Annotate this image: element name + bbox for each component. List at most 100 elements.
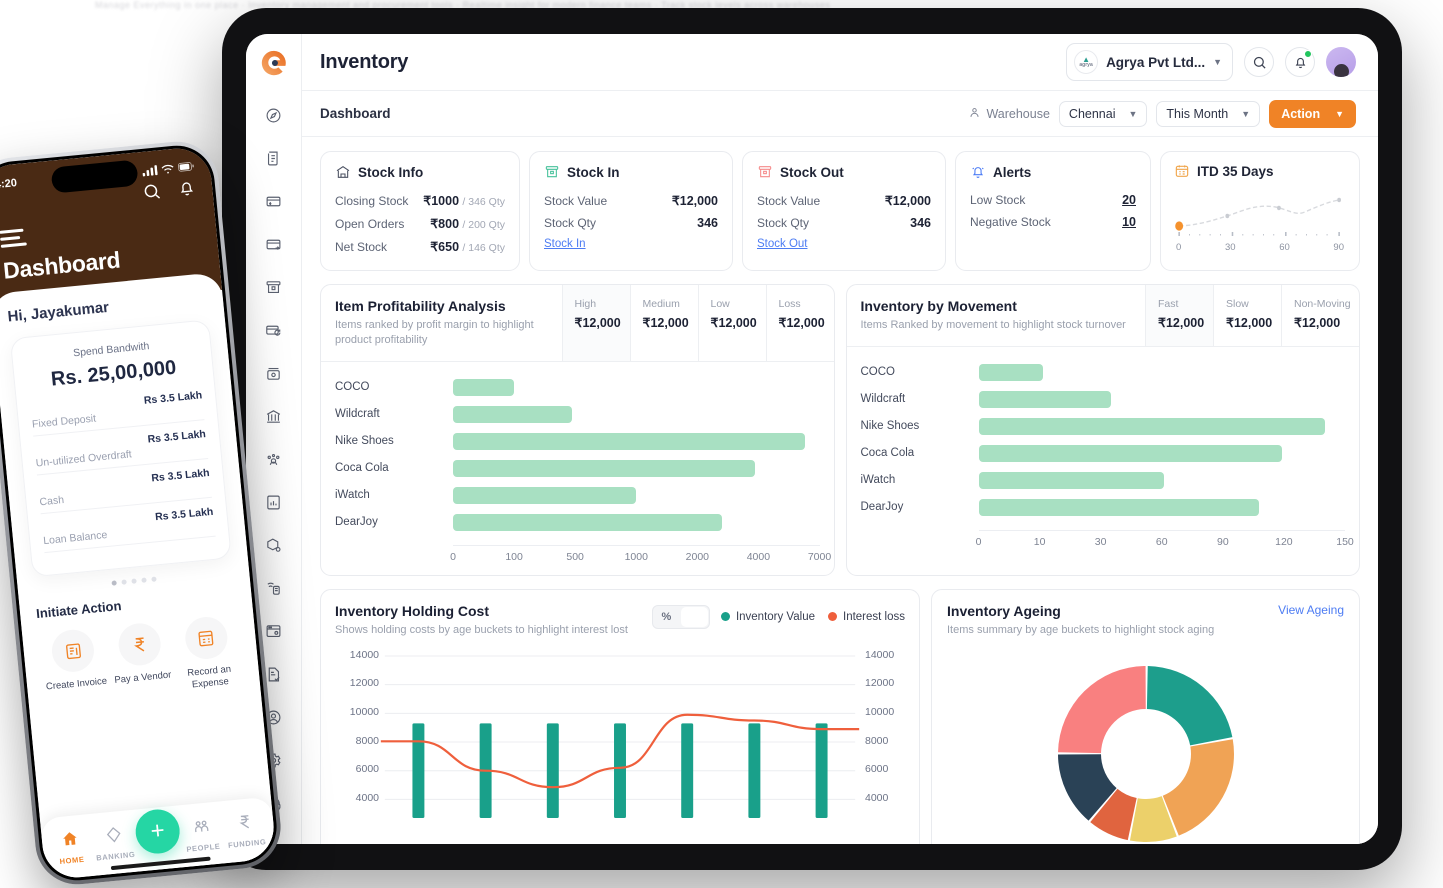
bell-icon[interactable]: [1285, 47, 1315, 77]
bar-row: Wildcraft: [335, 401, 820, 428]
itd-tick: 90: [1333, 242, 1344, 253]
sidebar-item-people[interactable]: [259, 444, 289, 474]
bar-fill[interactable]: [978, 390, 1111, 408]
sidebar-item-compass[interactable]: [259, 100, 289, 130]
action-create-invoice[interactable]: Create Invoice: [38, 627, 111, 707]
bar-row: Wildcraft: [861, 386, 1346, 413]
axis-tick: 10000: [349, 705, 379, 718]
donut-segment[interactable]: [1129, 795, 1177, 842]
stock-out-link[interactable]: Stock Out: [757, 238, 808, 250]
stat-fast[interactable]: Fast ₹12,000: [1145, 285, 1213, 346]
low-stock-count[interactable]: 20: [1122, 193, 1136, 207]
bar-fill[interactable]: [453, 459, 756, 477]
bar-fill[interactable]: [978, 363, 1043, 381]
phone-mockup: 4:20 Dashboard Hi, Jayakumar Sp: [0, 137, 285, 888]
add-button[interactable]: +: [133, 807, 182, 856]
phone-header: 4:20 Dashboard: [0, 145, 223, 313]
bar[interactable]: [412, 722, 425, 818]
bar-track: [453, 459, 820, 477]
bar[interactable]: [546, 722, 559, 818]
quick-actions: Create Invoice Pay a Vendor Record an Ex…: [38, 614, 244, 707]
percent-toggle[interactable]: %: [651, 604, 710, 629]
view-ageing-link[interactable]: View Ageing: [1278, 602, 1344, 617]
bar-fill[interactable]: [453, 513, 722, 531]
bar-fill[interactable]: [453, 486, 637, 504]
action-pay-vendor[interactable]: Pay a Vendor: [104, 620, 177, 700]
sidebar-item-make-payment[interactable]: [259, 229, 289, 259]
nav-item-funding[interactable]: FUNDING: [222, 811, 269, 850]
itd-sparkline: [1174, 188, 1346, 241]
backdrop-text: Manage Everything in one place · Invento…: [95, 0, 831, 10]
donut-segment[interactable]: [1146, 665, 1232, 745]
sidebar-item-recurring-card[interactable]: [259, 315, 289, 345]
signal-icon: [142, 164, 158, 176]
bar-fill[interactable]: [978, 471, 1164, 489]
action-record-expense[interactable]: Record an Expense: [171, 614, 244, 694]
kpi-row-item: Stock Qty 346: [757, 212, 931, 234]
stock-out-icon: [757, 164, 773, 180]
sidebar-item-cash-register[interactable]: [259, 358, 289, 388]
sidebar-item-product-settings[interactable]: [259, 530, 289, 560]
search-icon[interactable]: [141, 181, 162, 207]
bar-fill[interactable]: [978, 498, 1260, 516]
stat-non-moving[interactable]: Non-Moving ₹12,000: [1281, 285, 1359, 346]
bar-fill[interactable]: [453, 432, 806, 450]
kpi-row-item: Stock Value ₹12,000: [757, 189, 931, 212]
axis-tick: 90: [1217, 535, 1229, 548]
kpi-label: Stock Qty: [757, 216, 810, 230]
org-logo-icon: ▲ agrya: [1074, 50, 1099, 74]
kpi-value: ₹12,000: [884, 194, 931, 208]
bar-fill[interactable]: [453, 405, 573, 423]
org-switcher[interactable]: ▲ agrya Agrya Pvt Ltd... ▼: [1066, 43, 1233, 81]
bar-fill[interactable]: [978, 444, 1282, 462]
panel-subtitle: Items ranked by profit margin to highlig…: [335, 319, 534, 346]
bar[interactable]: [681, 722, 694, 818]
stock-in-link[interactable]: Stock In: [544, 238, 586, 250]
action-button[interactable]: Action ▼: [1269, 99, 1356, 128]
sidebar-item-inventory-box[interactable]: [259, 272, 289, 302]
nav-item-banking[interactable]: BANKING: [91, 823, 138, 862]
user-avatar[interactable]: [1326, 47, 1356, 77]
sidebar-item-receive-payment[interactable]: [259, 186, 289, 216]
donut-segment[interactable]: [1057, 665, 1146, 753]
axis-tick: 10: [1033, 535, 1046, 548]
sidebar-item-reports-chart[interactable]: [259, 487, 289, 517]
axis-tick: 7000: [807, 550, 832, 563]
app-logo-icon[interactable]: [259, 48, 289, 78]
period-select[interactable]: This Month ▼: [1156, 100, 1261, 127]
donut-segment[interactable]: [1089, 788, 1137, 840]
bar[interactable]: [748, 722, 761, 818]
sidebar-item-document-check[interactable]: [259, 659, 289, 689]
bar-fill[interactable]: [453, 378, 515, 396]
search-icon[interactable]: [1244, 47, 1274, 77]
warehouse-select[interactable]: Chennai ▼: [1058, 100, 1148, 127]
kpi-label: Low Stock: [970, 193, 1026, 207]
sidebar-item-bank[interactable]: [259, 401, 289, 431]
analysis-row: Item Profitability Analysis Items ranked…: [320, 284, 1360, 576]
sidebar-item-integrations[interactable]: [259, 573, 289, 603]
negative-stock-count[interactable]: 10: [1122, 215, 1136, 229]
stat-medium[interactable]: Medium ₹12,000: [629, 285, 698, 361]
nav-item-people[interactable]: PEOPLE: [179, 815, 226, 854]
subbar-filters: Warehouse Chennai ▼ This Month ▼ Action …: [968, 99, 1356, 128]
stat-value: ₹12,000: [778, 316, 825, 330]
stat-slow[interactable]: Slow ₹12,000: [1213, 285, 1281, 346]
bar[interactable]: [614, 722, 626, 818]
bell-icon[interactable]: [176, 178, 197, 204]
stat-high[interactable]: High ₹12,000: [561, 285, 630, 361]
donut-segment[interactable]: [1057, 753, 1117, 821]
donut-segment[interactable]: [1162, 738, 1234, 836]
bar[interactable]: [815, 722, 828, 818]
sidebar-item-invoice[interactable]: [259, 143, 289, 173]
bar-fill[interactable]: [978, 417, 1325, 435]
nav-item-home[interactable]: HOME: [47, 827, 94, 866]
stat-loss[interactable]: Loss ₹12,000: [765, 285, 834, 361]
card-stock-info: Stock Info Closing Stock ₹1000 / 346 Qty…: [320, 151, 520, 271]
stat-low[interactable]: Low ₹12,000: [697, 285, 766, 361]
bar-category-label: Coca Cola: [860, 447, 915, 460]
card-header: Alerts: [970, 164, 1136, 180]
panel-holding-cost: Inventory Holding Cost Shows holding cos…: [320, 588, 920, 844]
kpi-label: Net Stock: [335, 240, 388, 254]
bar-category-label: Wildcraft: [335, 408, 380, 421]
sidebar-item-portal-user[interactable]: [259, 616, 289, 646]
